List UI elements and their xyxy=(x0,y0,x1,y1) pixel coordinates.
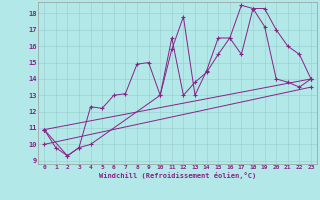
X-axis label: Windchill (Refroidissement éolien,°C): Windchill (Refroidissement éolien,°C) xyxy=(99,172,256,179)
